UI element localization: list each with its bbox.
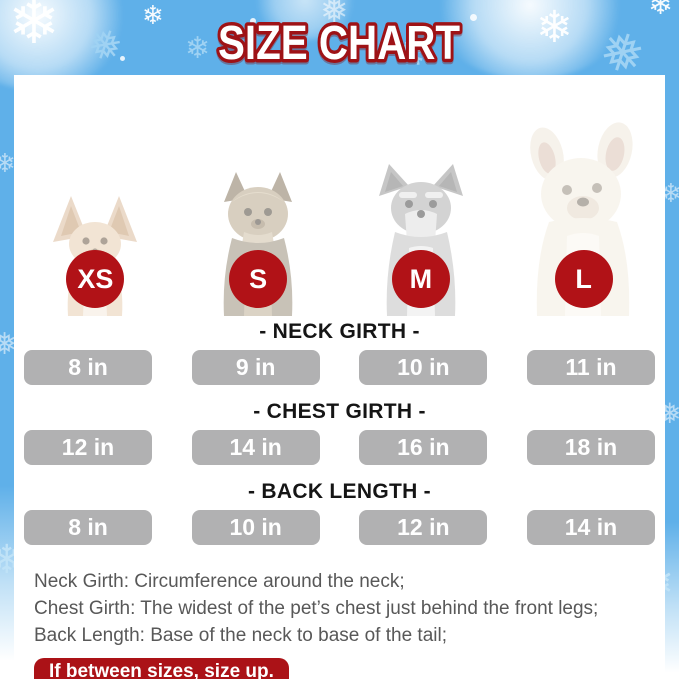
back-length-value-l: 14 in bbox=[526, 510, 655, 545]
back-length-note: Back Length: Base of the neck to base of… bbox=[34, 625, 447, 646]
size-column-l: L bbox=[502, 75, 665, 318]
chest-girth-value-s: 14 in bbox=[191, 430, 320, 465]
dog-size-row: XS S bbox=[14, 75, 665, 318]
size-badge-l: L bbox=[554, 250, 613, 308]
back-length-heading: - BACK LENGTH - bbox=[248, 480, 431, 503]
chest-girth-value-l: 18 in bbox=[526, 430, 655, 465]
chest-girth-heading: - CHEST GIRTH - bbox=[253, 400, 426, 423]
left-border-strip bbox=[0, 75, 14, 679]
neck-girth-row: 8 in 9 in 10 in 11 in bbox=[14, 350, 665, 385]
size-column-s: S bbox=[177, 75, 340, 318]
size-badge-s: S bbox=[229, 250, 288, 308]
size-column-xs: XS bbox=[14, 75, 177, 318]
neck-girth-value-l: 11 in bbox=[526, 350, 655, 385]
neck-girth-value-xs: 8 in bbox=[24, 350, 152, 385]
neck-girth-value-s: 9 in bbox=[191, 350, 320, 385]
measurement-notes: Neck Girth: Circumference around the nec… bbox=[34, 568, 665, 649]
size-badge-m: M bbox=[391, 250, 450, 308]
right-border-strip bbox=[665, 75, 679, 679]
page-title: SIZE CHART bbox=[218, 17, 460, 70]
chest-girth-value-xs: 12 in bbox=[24, 430, 152, 465]
neck-girth-note: Neck Girth: Circumference around the nec… bbox=[34, 571, 405, 592]
size-badge-xs: XS bbox=[66, 250, 125, 308]
back-length-row: 8 in 10 in 12 in 14 in bbox=[14, 510, 665, 545]
title-banner: SIZE CHART bbox=[215, 14, 464, 74]
chest-girth-row: 12 in 14 in 16 in 18 in bbox=[14, 430, 665, 465]
neck-girth-value-m: 10 in bbox=[359, 350, 488, 385]
neck-girth-heading: - NECK GIRTH - bbox=[259, 320, 420, 343]
chest-girth-value-m: 16 in bbox=[359, 430, 488, 465]
chest-girth-note: Chest Girth: The widest of the pet’s che… bbox=[34, 598, 599, 619]
content-panel: XS S bbox=[14, 75, 665, 679]
back-length-value-s: 10 in bbox=[191, 510, 320, 545]
back-length-value-m: 12 in bbox=[359, 510, 488, 545]
sizing-tip-badge: If between sizes, size up. bbox=[34, 658, 289, 679]
back-length-value-xs: 8 in bbox=[24, 510, 152, 545]
size-column-m: M bbox=[340, 75, 503, 318]
